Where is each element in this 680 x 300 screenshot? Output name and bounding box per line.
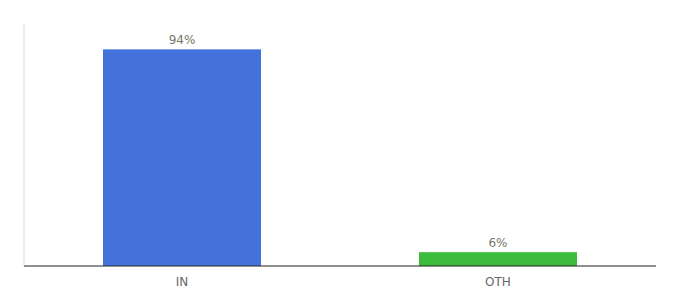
x-tick-label: IN: [176, 275, 189, 289]
bar: [419, 252, 577, 266]
y-axis-line: [24, 24, 25, 266]
bars: [103, 49, 577, 266]
chart-container: 94% 6% IN OTH: [0, 0, 680, 300]
x-axis-line: [24, 265, 656, 266]
x-tick-label: OTH: [485, 275, 511, 289]
chart: 94% 6% IN OTH: [0, 0, 680, 300]
data-label: 94%: [169, 33, 196, 47]
bar: [103, 49, 261, 266]
data-label: 6%: [488, 236, 507, 250]
